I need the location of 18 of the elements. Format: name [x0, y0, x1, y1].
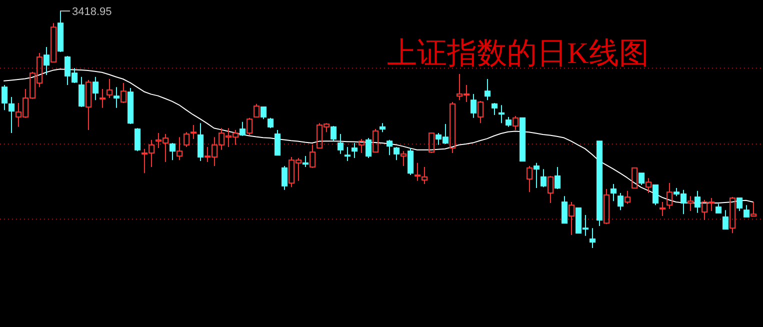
candlestick: [660, 202, 666, 217]
candlestick: [114, 86, 120, 108]
candlestick: [100, 88, 106, 108]
candlestick: [610, 184, 616, 202]
candlestick: [688, 196, 694, 212]
candlestick: [400, 150, 406, 166]
annotation: 3418.95: [72, 6, 112, 18]
candlestick: [190, 124, 196, 140]
candlestick: [344, 146, 350, 162]
candlestick: [352, 142, 358, 158]
candlestick: [302, 156, 308, 168]
candlestick: [8, 96, 14, 134]
candlestick: [498, 104, 504, 124]
text: 上证指数的日K线图: [387, 37, 649, 70]
candlestick: [44, 46, 50, 76]
candlestick: [590, 228, 596, 248]
candlestick: [666, 182, 672, 210]
candlestick: [414, 162, 420, 182]
